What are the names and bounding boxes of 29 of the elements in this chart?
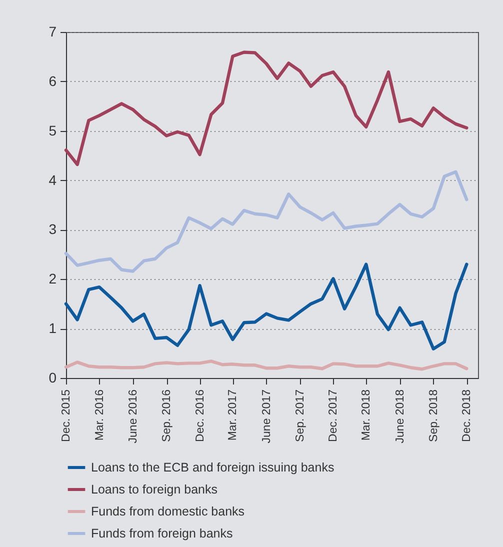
x-tick-label: Sep. 2018 [428, 390, 440, 442]
x-tick-label: June 2016 [127, 390, 140, 444]
x-tick-label: Dec. 2015 [60, 390, 72, 442]
legend-label: Funds from domestic banks [91, 504, 245, 518]
y-tick-label: 5 [48, 122, 57, 138]
y-tick-label: 2 [48, 270, 57, 287]
y-tick-label: 3 [48, 221, 57, 238]
x-tick-label: June 2017 [260, 390, 273, 444]
x-tick-label: Dec. 2017 [328, 390, 340, 442]
y-tick-label: 1 [48, 320, 57, 336]
x-tick-label: Mar. 2018 [360, 390, 373, 441]
y-tick-label: 0 [48, 370, 57, 386]
line-series [64, 50, 468, 166]
legend-label: Loans to foreign banks [91, 482, 218, 496]
y-tick-label: 7 [48, 24, 57, 40]
line-series [64, 360, 468, 371]
x-tick-label: Sep. 2017 [294, 390, 306, 442]
x-tick-label: Sep. 2016 [161, 390, 174, 442]
x-tick-label: Dec. 2018 [461, 390, 474, 442]
x-tick-label: Mar. 2017 [227, 390, 240, 441]
legend-label: Loans to the ECB and foreign issuing banks [91, 460, 334, 474]
x-tick-label: Mar. 2016 [94, 390, 106, 441]
line-series [64, 170, 468, 273]
x-tick-label: June 2018 [394, 390, 406, 444]
line-series [64, 262, 468, 350]
legend-label: Funds from foreign banks [91, 526, 233, 540]
x-tick-label: Dec. 2016 [194, 390, 206, 442]
y-tick-label: 6 [48, 72, 57, 89]
y-tick-label: 4 [48, 172, 57, 188]
